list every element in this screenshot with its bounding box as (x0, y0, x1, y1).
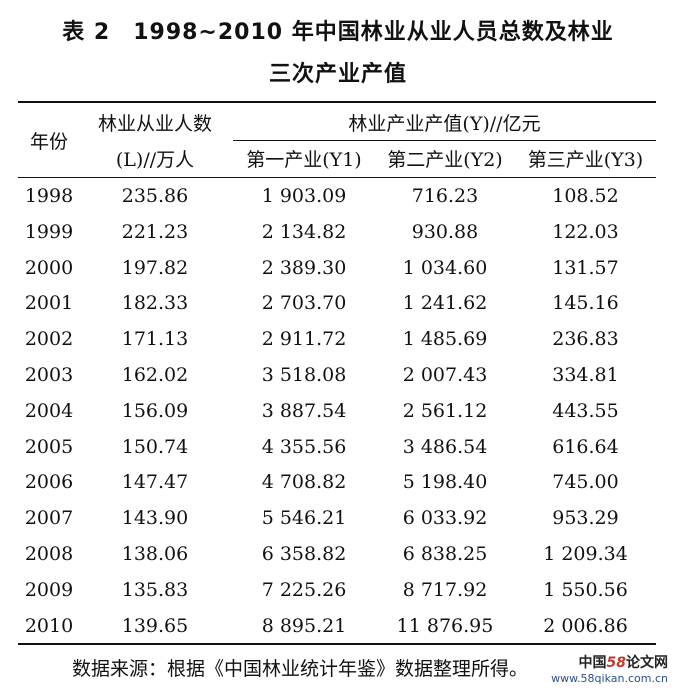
header-workers-line2: (L)//万人 (115, 149, 195, 171)
year-cell: 2002 (24, 328, 74, 350)
year-cell: 2005 (24, 436, 74, 458)
y3-cell: 1 209.34 (543, 543, 628, 565)
workers-cell: 139.65 (121, 615, 189, 637)
y1-cell: 3 887.54 (261, 400, 347, 422)
workers-cell: 135.83 (121, 579, 189, 601)
header-y2: 第二产业(Y2) (387, 149, 503, 171)
y3-cell: 236.83 (552, 328, 619, 350)
workers-cell: 182.33 (121, 292, 189, 314)
year-cell: 2007 (24, 507, 74, 529)
header-bottom-rule (18, 177, 656, 178)
year-cell: 2000 (24, 257, 74, 279)
year-cell: 2001 (24, 292, 74, 314)
group-rule (233, 140, 656, 141)
y2-cell: 8 717.92 (402, 579, 488, 601)
y2-cell: 6 033.92 (402, 507, 488, 529)
year-cell: 2004 (24, 400, 74, 422)
y3-cell: 108.52 (552, 185, 619, 207)
y2-cell: 1 241.62 (402, 292, 488, 314)
y2-cell: 2 561.12 (402, 400, 488, 422)
year-cell: 1999 (24, 221, 74, 243)
y2-cell: 3 486.54 (402, 436, 488, 458)
watermark: 中国58论文网 www.58qikan.com.cn (551, 652, 668, 685)
year-cell: 2008 (24, 543, 74, 565)
y2-cell: 930.88 (411, 221, 479, 243)
table-title-line2: 三次产业产值 (268, 62, 407, 87)
year-cell: 2009 (24, 579, 74, 601)
table-title-line1: 表 2 1998~2010 年中国林业从业人员总数及林业 (62, 20, 614, 45)
y2-cell: 6 838.25 (402, 543, 488, 565)
y2-cell: 11 876.95 (396, 615, 494, 637)
year-cell: 2003 (24, 364, 74, 386)
y1-cell: 7 225.26 (261, 579, 347, 601)
workers-cell: 150.74 (121, 436, 189, 458)
workers-cell: 171.13 (121, 328, 189, 350)
workers-cell: 162.02 (121, 364, 189, 386)
y3-cell: 122.03 (552, 221, 619, 243)
year-cell: 2006 (24, 471, 74, 493)
workers-cell: 197.82 (121, 257, 189, 279)
y1-cell: 2 134.82 (261, 221, 347, 243)
workers-cell: 221.23 (121, 221, 189, 243)
workers-cell: 138.06 (121, 543, 189, 565)
y1-cell: 3 518.08 (261, 364, 347, 386)
workers-cell: 147.47 (121, 471, 189, 493)
y2-cell: 5 198.40 (402, 471, 488, 493)
y2-cell: 716.23 (411, 185, 479, 207)
header-y3: 第三产业(Y3) (527, 149, 644, 171)
y3-cell: 131.57 (552, 257, 619, 279)
y1-cell: 4 708.82 (261, 471, 347, 493)
y3-cell: 953.29 (552, 507, 619, 529)
y3-cell: 745.00 (552, 471, 619, 493)
watermark-logo: 中国58论文网 (578, 655, 668, 671)
top-rule (18, 101, 656, 103)
year-cell: 2010 (24, 615, 74, 637)
y1-cell: 2 911.72 (261, 328, 347, 350)
y1-cell: 1 903.09 (261, 185, 347, 207)
header-y1: 第一产业(Y1) (246, 149, 362, 171)
y1-cell: 4 355.56 (261, 436, 347, 458)
source-note: 数据来源：根据《中国林业统计年鉴》数据整理所得。 (72, 658, 529, 680)
year-cell: 1998 (24, 185, 74, 207)
y1-cell: 6 358.82 (261, 543, 347, 565)
y1-cell: 2 389.30 (261, 257, 347, 279)
header-output-group: 林业产业产值(Y)//亿元 (348, 113, 541, 135)
workers-cell: 156.09 (121, 400, 189, 422)
y2-cell: 1 034.60 (402, 257, 488, 279)
y2-cell: 2 007.43 (402, 364, 488, 386)
bottom-rule (18, 643, 656, 645)
y1-cell: 5 546.21 (261, 507, 347, 529)
header-workers-line1: 林业从业人数 (97, 113, 212, 135)
y3-cell: 443.55 (552, 400, 619, 422)
y1-cell: 2 703.70 (261, 292, 347, 314)
y3-cell: 145.16 (552, 292, 619, 314)
watermark-url: www.58qikan.com.cn (551, 672, 668, 685)
y3-cell: 616.64 (552, 436, 619, 458)
workers-cell: 143.90 (121, 507, 189, 529)
y3-cell: 1 550.56 (543, 579, 628, 601)
y3-cell: 334.81 (552, 364, 619, 386)
workers-cell: 235.86 (121, 185, 189, 207)
y1-cell: 8 895.21 (261, 615, 347, 637)
y2-cell: 1 485.69 (402, 328, 488, 350)
y3-cell: 2 006.86 (543, 615, 628, 637)
header-year: 年份 (29, 131, 68, 153)
